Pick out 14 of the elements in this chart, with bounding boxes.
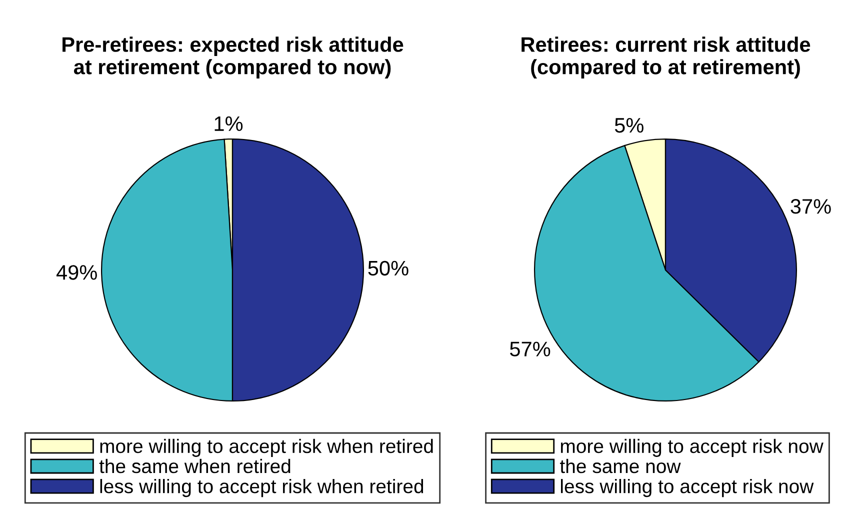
- data-label: 5%: [614, 118, 644, 133]
- chart-title: Pre-retirees: expected risk attitude at retirement (compared to now): [62, 36, 404, 78]
- legend-label: less willing to accept risk now: [561, 478, 814, 498]
- data-label: 37%: [790, 199, 831, 214]
- data-label: 50%: [368, 260, 408, 276]
- legend-label: more willing to accept risk now: [560, 438, 824, 457]
- data-label: 1%: [214, 116, 243, 131]
- data-label: 49%: [56, 265, 97, 280]
- chart-title: Retirees: current risk attitude (compared to at retirement): [522, 36, 810, 78]
- legend-label: the same now: [560, 458, 681, 474]
- legend-label: less willing to accept risk when retired: [100, 478, 424, 498]
- legend-label: the same when retired: [99, 458, 290, 474]
- legend-label: more willing to accept risk when retired: [100, 438, 433, 457]
- data-label: 57%: [510, 342, 550, 356]
